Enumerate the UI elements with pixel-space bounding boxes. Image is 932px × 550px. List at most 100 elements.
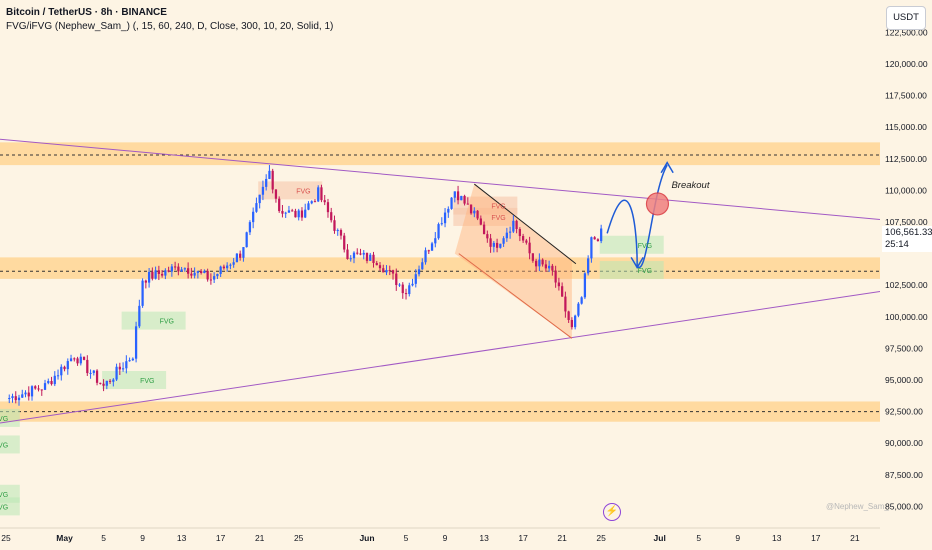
candle-body [37,388,40,390]
candle-body [508,231,512,233]
last-price: 106,561.33 [885,227,932,238]
candle-body [359,253,362,255]
symbol-title[interactable]: Bitcoin / TetherUS · 8h · BINANCE [6,7,167,18]
candle-body [495,242,499,248]
candle-body [531,253,534,261]
time-axis[interactable]: 25 May 5 9 13 17 21 25 Jun 5 9 13 17 21 25 Jul 5 9 13 17 21 [0,527,880,543]
candle-body [11,396,14,399]
candle-body [548,265,551,269]
candle-body [17,397,21,401]
candle-body [326,202,330,213]
candle-body [463,195,466,204]
price-axis-bg [880,0,932,550]
candle-body [183,268,186,270]
candle-body [447,208,450,213]
breakout-circle [645,192,670,216]
candles [8,165,603,406]
candle-body [323,200,326,203]
candle-body [248,222,252,233]
candle-body [505,232,508,239]
candle-body [144,280,147,283]
time-tick-label: 25 [596,533,606,543]
candle-body [24,392,27,395]
fvg-box-3 [599,235,664,254]
candle-body [147,271,151,283]
candle-body [112,379,115,382]
candle-body [482,224,486,235]
candle-body [173,266,177,268]
candle-body [73,358,76,360]
currency-button[interactable]: USDT [886,6,926,30]
chart-labels: FVG FVG FVG FVG FVG FVG FVG FVG FVG FVG FVG Breakou… [0,180,710,511]
candle-body [128,360,131,362]
candle-body [105,380,108,386]
candle-body [14,396,17,401]
candle-body [349,258,352,260]
candle-body [157,270,160,274]
candle-body [502,238,505,244]
candle-body [427,250,430,252]
time-tick-label: 13 [479,533,489,543]
candle-body [219,266,222,274]
candle-body [382,268,385,273]
candle-body [352,252,356,259]
lower-trendline [0,291,881,424]
candle-body [151,271,154,279]
candle-body [541,259,544,265]
breakout-label: Breakout [671,180,709,191]
candle-body [47,381,50,384]
fvg-box-5 [121,311,186,330]
candle-body [63,366,66,370]
time-tick-label: 21 [255,533,265,543]
candle-body [479,218,482,225]
candle-body [460,195,463,201]
candle-body [60,366,63,376]
candle-body [492,242,495,247]
fvg-box-4 [599,261,664,280]
price-tick-label: 100,000.00 [885,312,928,322]
indicator-label[interactable]: FVG/iFVG (Nephew_Sam_) (, 15, 60, 240, D… [6,21,334,32]
candle-body [486,234,489,239]
fvg-boxes [0,181,664,516]
candle-body [30,386,34,397]
candle-body [167,270,170,272]
fvg-label: FVG [0,492,8,499]
candle-body [43,383,47,390]
candle-body [372,254,375,263]
upper-trendline [0,138,881,220]
candle-body [466,203,469,205]
price-axis[interactable]: 122,500.00 120,000.00 117,500.00 115,000.00… [880,0,932,550]
time-tick-label: 9 [735,533,740,543]
candle-body [330,212,333,221]
candle-body [437,224,440,239]
candle-body [557,282,561,287]
candle-body [258,194,261,204]
fvg-box-2 [453,207,518,226]
candle-body [574,315,577,328]
time-tick-label: 13 [177,533,187,543]
candle-body [414,274,417,284]
candle-body [421,262,424,270]
candle-body [577,303,580,316]
wedge-lower-line [458,253,573,339]
candle-body [300,210,304,218]
fvg-box-0 [258,181,323,200]
candle-body [339,230,343,236]
candle-body [278,198,281,211]
time-tick-label: May [56,533,73,543]
time-tick-label: 9 [140,533,145,543]
lightning-icon[interactable]: ⚡ [603,503,621,521]
candle-body [362,252,365,255]
candle-body [528,242,531,254]
fvg-label: FVG [0,504,8,511]
candle-body [395,273,398,286]
candle-body [356,252,359,254]
candle-body [170,266,173,272]
candle-body [66,361,69,370]
fvg-label: FVG [0,416,8,423]
candle-body [385,270,388,273]
candle-body [417,269,421,275]
projection-arrow-icon [660,161,674,174]
candle-body [404,293,408,295]
